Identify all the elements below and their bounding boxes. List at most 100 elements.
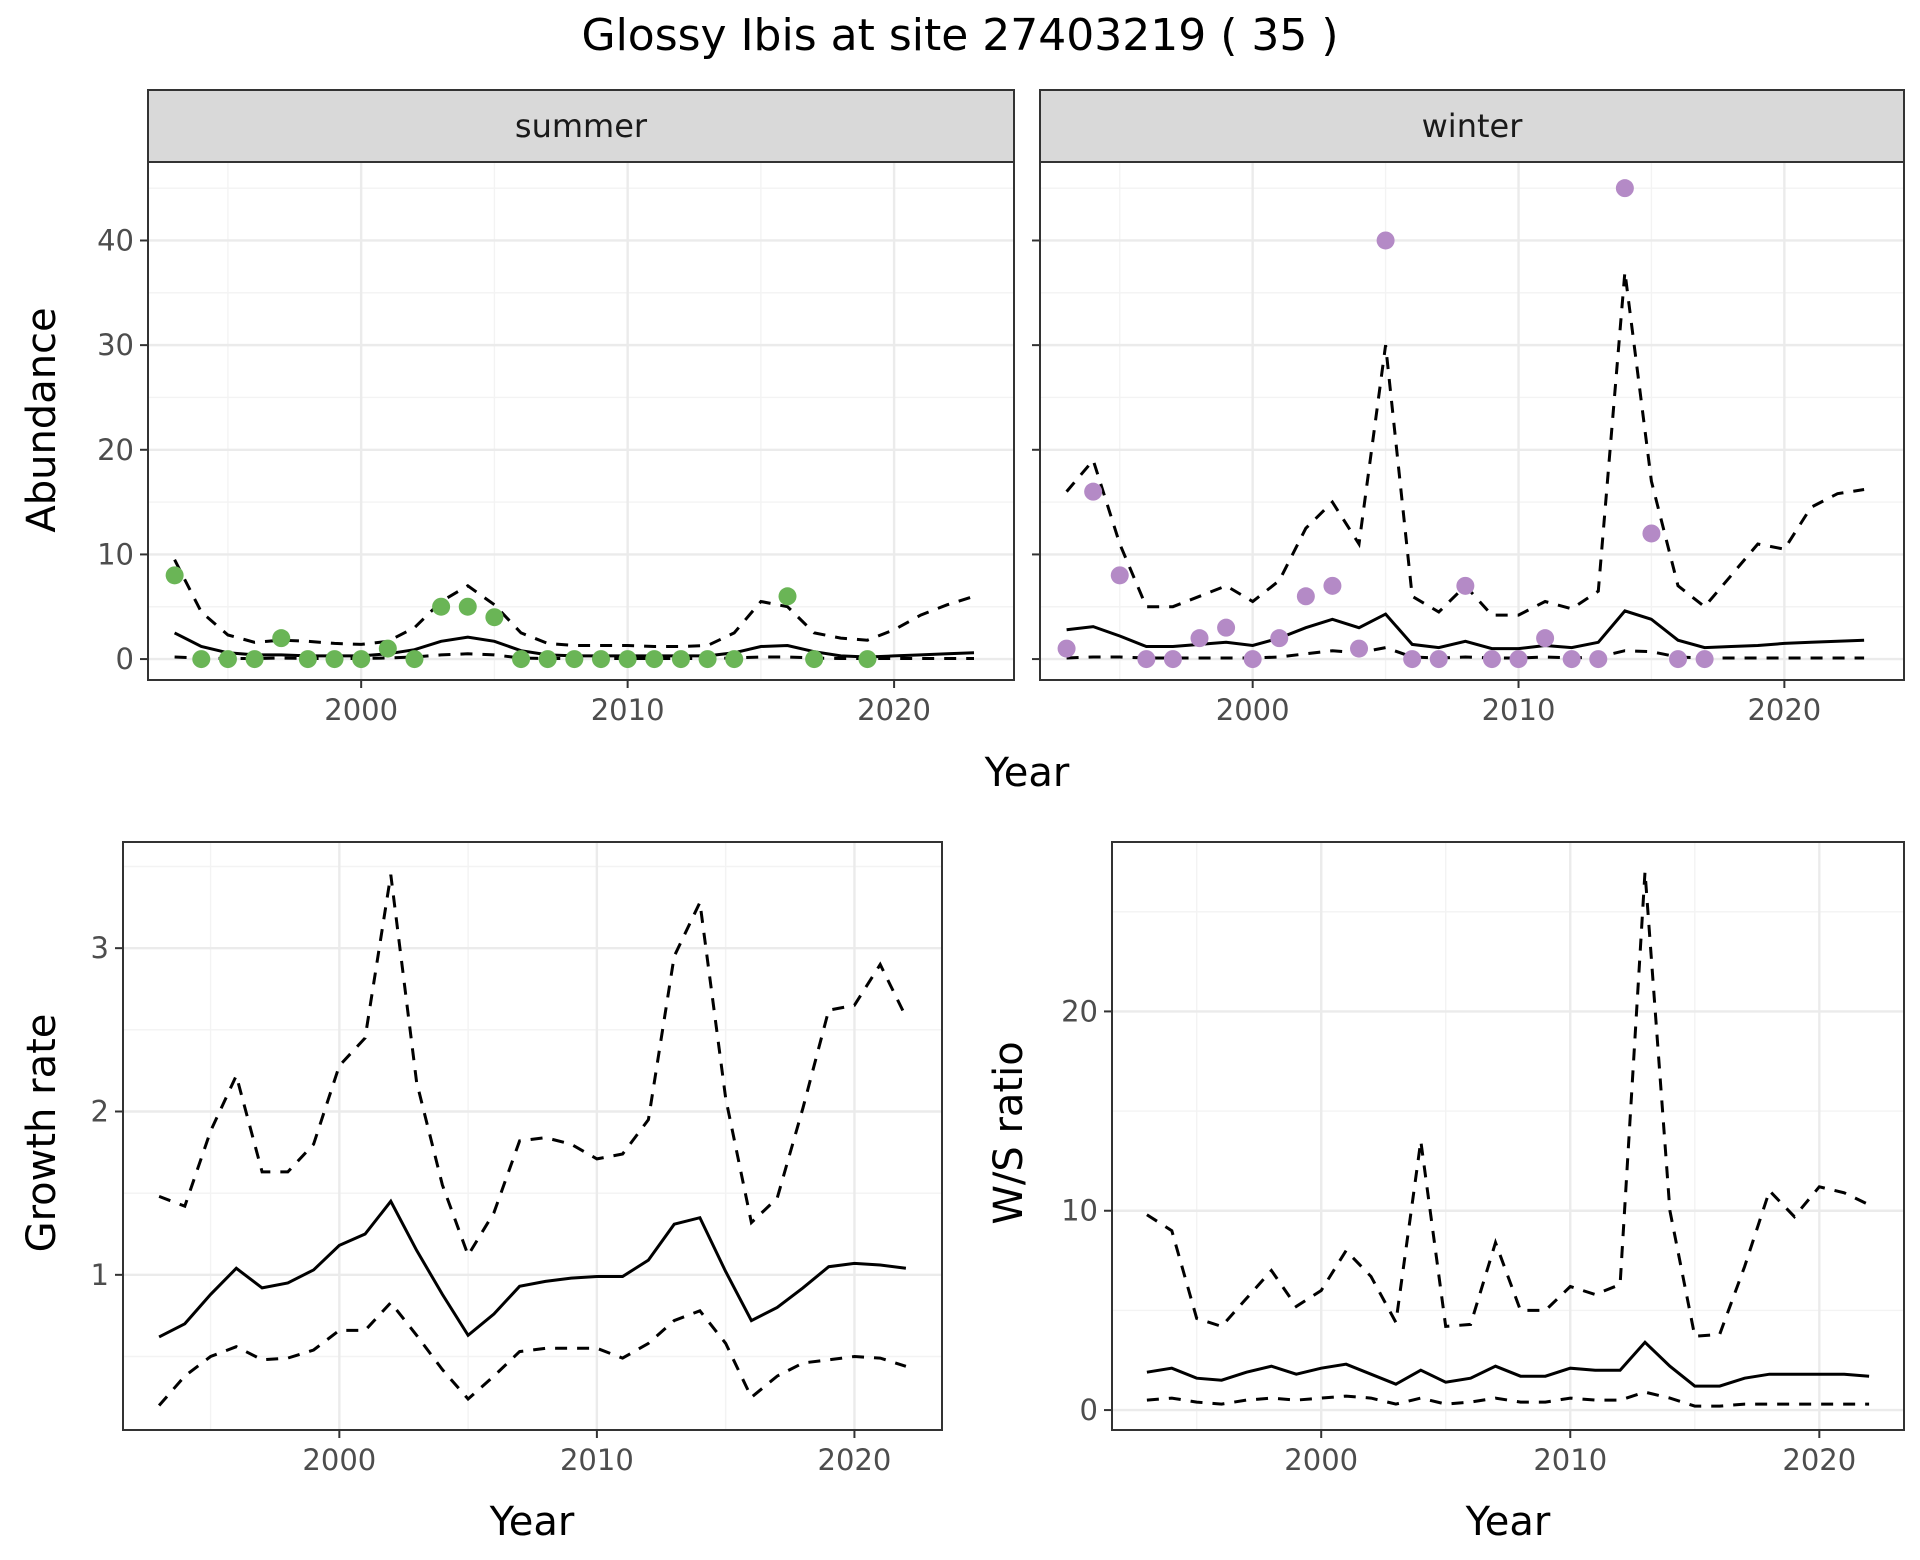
x-tick-label: 2010 [560,1443,634,1477]
x-tick-label: 2000 [302,1443,376,1477]
observed-point [1243,650,1262,669]
panel-winter: winter 2000 2010 2020 [1032,89,1905,727]
ratio-y-axis-title: W/S ratio [986,1041,1032,1224]
observed-point [1482,650,1501,669]
observed-point [432,597,451,616]
ratio-x-axis-title: Year [1465,1499,1551,1545]
growth-x-axis-title: Year [489,1499,575,1545]
y-tick-label: 3 [91,931,109,965]
x-tick-label: 2020 [857,693,931,727]
panel-growth-rate: 2000 2010 2020 1 2 3 [91,841,943,1477]
observed-point [1429,650,1448,669]
panel-border [122,841,943,1431]
plot-background [1112,842,1904,1430]
estimate-line [1146,1340,1870,1388]
facet-strip-label: winter [1422,107,1524,145]
observed-point [512,650,531,669]
x-tick-label: 2000 [324,693,398,727]
observed-point [1376,231,1395,250]
observed-point [1296,587,1315,606]
observed-point [165,566,184,585]
observed-point [245,650,264,669]
facet-strip-label: summer [515,107,648,145]
top-y-axis-title: Abundance [19,307,65,532]
upper-ci-line [158,874,908,1259]
observed-point [565,650,584,669]
y-tick-label: 40 [97,223,134,257]
y-tick-label: 0 [116,642,134,676]
observed-point [325,650,344,669]
y-tick-label: 20 [97,433,134,467]
observed-point [805,650,824,669]
plot-background [148,162,1014,680]
x-tick-label: 2020 [818,1443,892,1477]
plot-background [123,842,942,1430]
estimate-line [158,1198,907,1339]
panel-ws-ratio: 2000 2010 2020 0 10 20 [1061,841,1905,1477]
observed-point [1642,524,1661,543]
x-tick-label: 2000 [1216,693,1290,727]
y-tick-label: 2 [91,1095,109,1129]
observed-point [1562,650,1581,669]
y-tick-label: 10 [97,537,134,571]
facet-strip [1039,89,1905,163]
x-tick-label: 2010 [1482,693,1556,727]
observed-point [645,650,664,669]
observed-point [485,608,504,627]
observed-point [192,650,211,669]
observed-point [725,650,744,669]
observed-point [298,650,317,669]
observed-point [1589,650,1608,669]
y-tick-label: 30 [97,328,134,362]
observed-point [1110,566,1129,585]
figure-title: Glossy Ibis at site 27403219 ( 35 ) [581,10,1338,61]
observed-point [272,629,291,648]
observed-point [671,650,690,669]
x-tick-label: 2000 [1284,1443,1358,1477]
observed-point [1190,629,1209,648]
observed-point [858,650,877,669]
observed-point [405,650,424,669]
panel-border [1111,841,1905,1431]
y-tick-label: 0 [1080,1393,1098,1427]
observed-point [1615,179,1634,198]
x-tick-label: 2020 [1747,693,1821,727]
observed-point [1695,650,1714,669]
observed-point [1456,576,1475,595]
observed-point [618,650,637,669]
observed-point [352,650,371,669]
observed-point [1509,650,1528,669]
growth-y-axis-title: Growth rate [19,1014,65,1253]
observed-point [378,639,397,658]
observed-point [1403,650,1422,669]
y-tick-label: 10 [1061,1194,1098,1228]
observed-point [1536,629,1555,648]
observed-point [1163,650,1182,669]
upper-ci-line [1146,871,1870,1338]
observed-point [1137,650,1156,669]
top-x-axis-title: Year [984,750,1070,796]
y-tick-label: 1 [91,1258,109,1292]
observed-point [698,650,717,669]
x-tick-label: 2010 [1533,1443,1607,1477]
lower-ci-line [1066,646,1865,660]
observed-point [1057,639,1076,658]
observed-point [1350,639,1369,658]
y-tick-label: 20 [1061,994,1098,1028]
x-tick-label: 2010 [591,693,665,727]
lower-ci-line [1146,1390,1870,1408]
observed-point [1669,650,1688,669]
observed-point [1217,618,1236,637]
observed-point [1084,482,1103,501]
observed-point [591,650,610,669]
panel-summer: summer 2000 2010 2020 0 10 20 30 40 [97,89,1015,727]
observed-point [778,587,797,606]
observed-point [458,597,477,616]
upper-ci-line [173,559,975,648]
observed-point [538,650,557,669]
facet-strip [147,89,1015,163]
x-tick-label: 2020 [1782,1443,1856,1477]
observed-point [1323,576,1342,595]
observed-point [1270,629,1289,648]
